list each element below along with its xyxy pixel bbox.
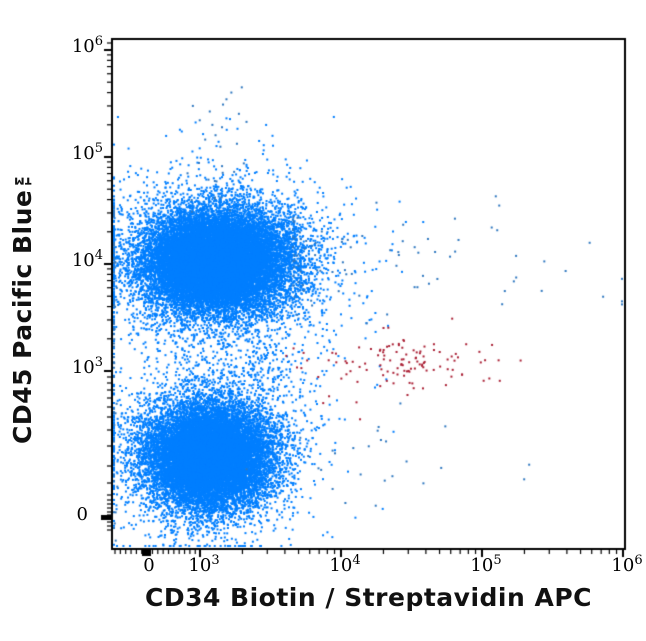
y-tick-label-10e6: 106 [71, 34, 103, 57]
y-tick-label-10e4: 104 [71, 248, 103, 271]
y-tick-label-10e3: 103 [71, 355, 103, 378]
x-tick-label-0: 0 [143, 555, 155, 576]
y-tick-label-0: 0 [76, 504, 88, 525]
x-tick-label-10e3: 103 [188, 553, 220, 576]
y-axis-title: CD45 Pacific Blue™ [8, 160, 37, 444]
x-tick-label-10e4: 104 [329, 553, 361, 576]
x-axis-title: CD34 Biotin / Streptavidin APC [144, 583, 593, 612]
x-tick-label-10e6: 106 [611, 553, 643, 576]
x-tick-label-10e5: 105 [470, 553, 502, 576]
y-tick-label-10e5: 105 [71, 141, 103, 164]
